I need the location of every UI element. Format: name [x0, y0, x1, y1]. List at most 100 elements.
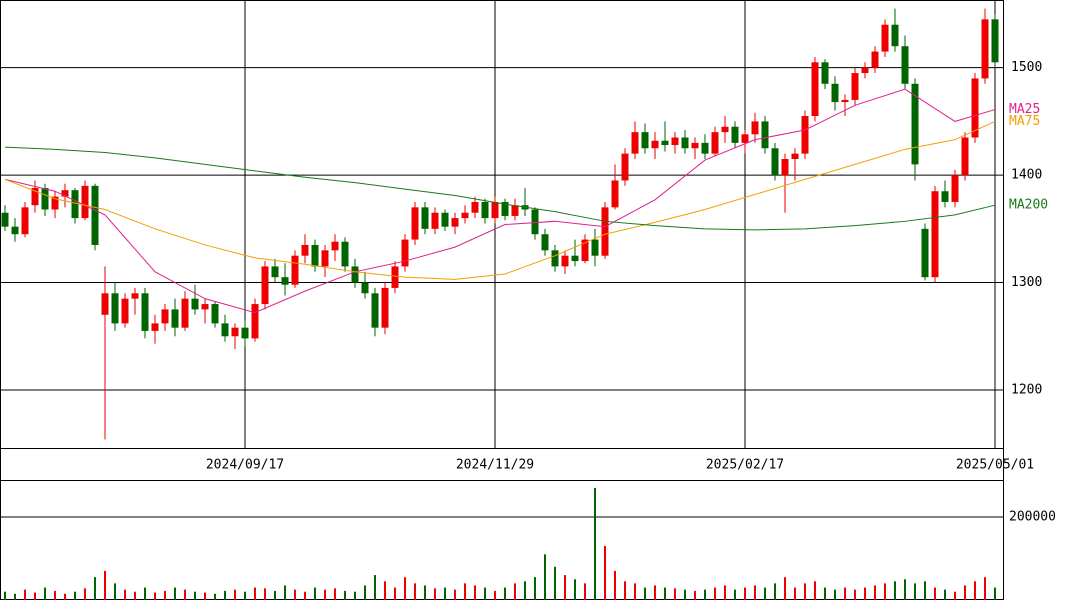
volume-bar [424, 585, 426, 600]
candle-body [91, 185, 99, 245]
volume-bar [714, 587, 716, 600]
candle-body [541, 234, 549, 251]
candle-body [161, 309, 169, 324]
volume-bar [954, 591, 956, 600]
volume-bar [864, 587, 866, 600]
candle-body [141, 293, 149, 331]
volume-bar [474, 585, 476, 600]
candle-body [251, 304, 259, 339]
candle-body [151, 323, 159, 331]
candle-body [341, 241, 349, 267]
volume-bar [144, 587, 146, 600]
volume-bar [294, 589, 296, 600]
candle-body [781, 159, 789, 176]
ma-line [4, 120, 996, 280]
volume-bar [344, 590, 346, 600]
candle-body [31, 188, 39, 206]
volume-bar [664, 587, 666, 600]
candle-body [761, 121, 769, 149]
volume-bar [794, 587, 796, 600]
candle-body [331, 241, 339, 251]
volume-bar [54, 590, 56, 600]
volume-bar [394, 587, 396, 600]
volume-bar [174, 587, 176, 600]
volume-bar [984, 577, 986, 600]
volume-bar [84, 588, 86, 600]
candle-body [51, 196, 59, 210]
candle-body [181, 298, 189, 328]
candle-body [121, 298, 129, 324]
volume-bar [924, 581, 926, 600]
volume-bar [4, 591, 6, 600]
legend-label: MA25 [1009, 102, 1040, 117]
volume-bar [674, 588, 676, 600]
candle-body [841, 99, 849, 103]
x-tick-label: 2025/05/01 [956, 458, 1034, 473]
candle-body [731, 126, 739, 143]
y-tick-label: 1500 [1011, 60, 1042, 75]
volume-bar [534, 577, 536, 600]
candle-body [551, 250, 559, 267]
candle-body [851, 73, 859, 100]
candle-body [1, 212, 9, 227]
candle-body [981, 19, 989, 79]
volume-bar [544, 554, 546, 600]
volume-bar [74, 591, 76, 600]
candle-body [581, 239, 589, 262]
volume-bar [554, 566, 556, 600]
volume-bar [634, 583, 636, 600]
volume-bar [194, 591, 196, 600]
volume-bar [214, 593, 216, 600]
volume-bar [784, 577, 786, 600]
candle-body [631, 132, 639, 154]
volume-bar [724, 585, 726, 600]
volume-bar [934, 587, 936, 600]
candle-body [281, 277, 289, 285]
candle-body [681, 137, 689, 149]
candle-body [991, 19, 999, 63]
volume-bar [814, 581, 816, 600]
candle-body [381, 287, 389, 328]
candle-body [531, 209, 539, 235]
volume-bar [704, 589, 706, 600]
volume-bar [164, 590, 166, 600]
candle-body [361, 282, 369, 294]
volume-bar [284, 585, 286, 600]
candle-body [391, 266, 399, 288]
volume-bar [464, 583, 466, 600]
legend-label: MA75 [1009, 114, 1040, 129]
candle-body [61, 190, 69, 197]
volume-bar [964, 585, 966, 600]
candle-body [491, 201, 499, 219]
volume-bar [94, 577, 96, 600]
candle-body [721, 126, 729, 133]
volume-bar [564, 575, 566, 600]
candle-body [661, 140, 669, 146]
volume-bar [454, 589, 456, 600]
volume-bar [414, 583, 416, 600]
volume-bar [684, 589, 686, 600]
candle-body [261, 266, 269, 305]
volume-bar [384, 581, 386, 600]
candle-body [811, 62, 819, 117]
candle-body [171, 309, 179, 328]
volume-bar [804, 583, 806, 600]
candle-body [891, 24, 899, 47]
volume-bar [754, 585, 756, 600]
volume-bar [654, 585, 656, 600]
candle-body [591, 239, 599, 256]
volume-bar [374, 575, 376, 600]
volume-bar [244, 591, 246, 600]
volume-bar [624, 581, 626, 600]
x-tick-label: 2024/09/17 [206, 458, 284, 473]
volume-bar [844, 587, 846, 600]
volume-bar [514, 583, 516, 600]
candle-body [321, 250, 329, 267]
candle-body [111, 293, 119, 324]
candle-body [861, 67, 869, 74]
candle-body [21, 207, 29, 235]
volume-bar [324, 589, 326, 600]
volume-bar [494, 590, 496, 600]
candle-body [41, 188, 49, 210]
